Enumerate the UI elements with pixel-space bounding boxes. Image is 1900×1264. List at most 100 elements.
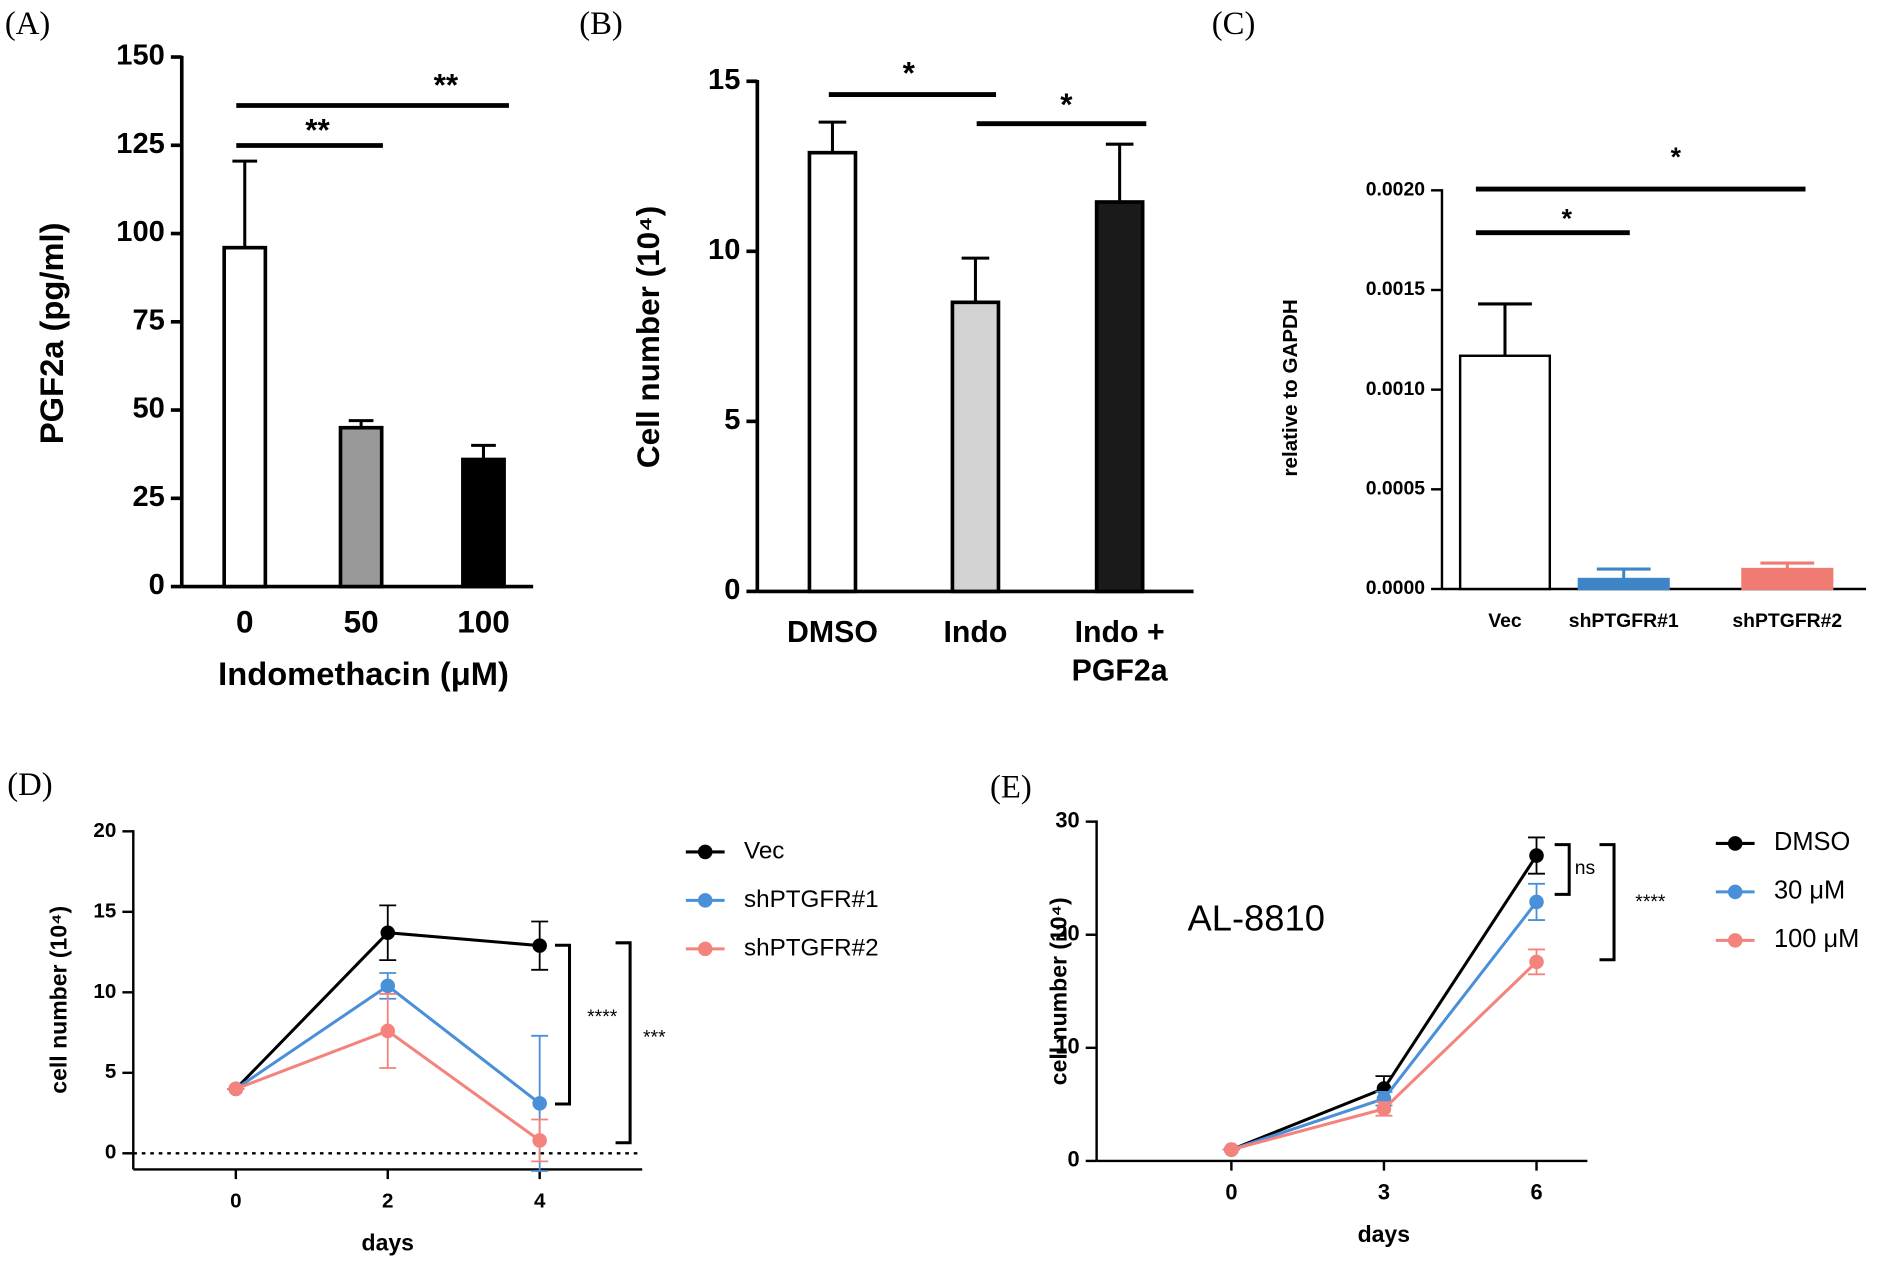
- y-tick-label: 0.0010: [1366, 378, 1425, 400]
- legend-marker: [1727, 884, 1743, 900]
- marker: [532, 938, 547, 953]
- y-tick-label: 5: [105, 1060, 116, 1083]
- panel-label: (E): [990, 770, 1032, 806]
- bar: [1458, 354, 1552, 591]
- x-axis-label: days: [362, 1230, 414, 1256]
- significance-label: *: [1060, 86, 1073, 122]
- y-tick-label: 15: [708, 64, 740, 96]
- y-tick-label: 0: [149, 569, 165, 601]
- legend-label: 100 μM: [1774, 925, 1859, 953]
- y-tick-label: 10: [1055, 1034, 1079, 1059]
- marker: [1529, 894, 1544, 910]
- marker: [380, 925, 396, 941]
- y-tick-label: 25: [132, 481, 164, 513]
- y-tick-label: 0.0000: [1366, 577, 1425, 599]
- x-tick-label: 0: [236, 603, 254, 639]
- annotation: AL-8810: [1188, 898, 1325, 939]
- x-tick-label: 2: [382, 1190, 393, 1213]
- y-tick-label: 10: [708, 234, 740, 266]
- significance-label: ***: [643, 1027, 666, 1049]
- legend-label: Vec: [744, 837, 784, 864]
- legend-label: DMSO: [1774, 828, 1850, 856]
- x-tick-label: DMSO: [787, 616, 878, 649]
- x-tick-label: shPTGFR#2: [1732, 610, 1842, 632]
- significance-bracket: [1554, 843, 1571, 896]
- legend-marker: [697, 893, 713, 908]
- y-axis-label: cell number (10⁴): [46, 906, 72, 1094]
- y-tick-label: 20: [1055, 920, 1079, 945]
- bar: [222, 245, 268, 589]
- bar: [1577, 577, 1670, 591]
- y-tick-label: 0: [724, 574, 740, 606]
- significance-label: *: [1562, 204, 1573, 234]
- panel-label: (D): [7, 767, 52, 803]
- y-axis-label: Cell number (10⁴): [630, 206, 666, 468]
- significance-label: *: [903, 55, 916, 91]
- series-line: [1230, 960, 1538, 1152]
- legend-marker: [1727, 836, 1743, 851]
- bar: [950, 300, 1001, 594]
- significance-label: ****: [587, 1006, 618, 1028]
- marker: [1224, 1142, 1239, 1157]
- legend-marker: [1727, 933, 1743, 948]
- marker: [532, 1133, 547, 1148]
- x-tick-label: 3: [1378, 1179, 1390, 1204]
- y-tick-label: 20: [93, 819, 116, 842]
- x-tick-label: 0: [230, 1190, 241, 1213]
- significance-bracket: [1599, 843, 1616, 962]
- y-tick-label: 0.0015: [1366, 278, 1425, 300]
- y-tick-label: 0: [1068, 1147, 1080, 1172]
- bar: [807, 150, 858, 594]
- significance-label: ****: [1635, 891, 1666, 913]
- y-tick-label: 10: [93, 980, 116, 1003]
- panel-label: (C): [1212, 6, 1256, 42]
- marker: [532, 1096, 547, 1111]
- y-axis-label: PGF2a (pg/ml): [33, 222, 70, 444]
- legend-marker: [697, 941, 713, 957]
- significance-label: ns: [1575, 857, 1595, 879]
- marker: [380, 978, 396, 994]
- significance-bracket: [615, 941, 632, 1145]
- bar: [1741, 567, 1834, 591]
- y-tick-label: 100: [116, 216, 165, 248]
- y-tick-label: 150: [116, 40, 165, 72]
- x-tick-label: 6: [1530, 1179, 1542, 1204]
- x-tick-label: 0: [1225, 1179, 1237, 1204]
- legend-marker: [697, 844, 713, 860]
- significance-label: *: [1671, 142, 1682, 172]
- y-tick-label: 0: [105, 1141, 116, 1164]
- panel-label: (A): [5, 6, 50, 42]
- x-tick-label-line: PGF2a: [1072, 655, 1169, 688]
- legend-label: shPTGFR#1: [744, 886, 879, 913]
- y-tick-label: 0.0005: [1366, 477, 1425, 499]
- marker: [1529, 848, 1544, 863]
- x-tick-label: 50: [344, 603, 379, 639]
- y-axis-label: cell number (10⁴): [1045, 897, 1071, 1085]
- y-tick-label: 125: [116, 128, 165, 160]
- y-tick-label: 30: [1055, 807, 1079, 832]
- bar: [338, 425, 384, 589]
- x-axis-label: days: [1358, 1221, 1410, 1247]
- x-tick-label: 4: [534, 1190, 546, 1213]
- bar: [1094, 200, 1145, 594]
- x-tick-label: Indo: [943, 616, 1007, 649]
- x-tick-label-line: Indo +: [1075, 616, 1165, 649]
- significance-label: **: [434, 67, 459, 103]
- y-tick-label: 15: [93, 899, 116, 922]
- x-tick-label: Indo + PGF2a: [1072, 616, 1169, 688]
- marker: [380, 1023, 396, 1039]
- y-axis-label: relative to GAPDH: [1279, 299, 1302, 476]
- y-tick-label: 50: [132, 393, 164, 425]
- y-tick-label: 75: [132, 304, 164, 336]
- significance-bracket: [554, 943, 572, 1106]
- panel-label: (B): [579, 6, 623, 42]
- marker: [228, 1081, 244, 1097]
- y-tick-label: 0.0020: [1366, 178, 1425, 200]
- significance-label: **: [305, 111, 330, 147]
- marker: [1529, 954, 1544, 970]
- x-tick-label: 100: [457, 603, 510, 639]
- x-tick-label: Vec: [1488, 610, 1522, 632]
- marker: [1376, 1101, 1392, 1117]
- x-axis-label: Indomethacin (μM): [218, 655, 509, 692]
